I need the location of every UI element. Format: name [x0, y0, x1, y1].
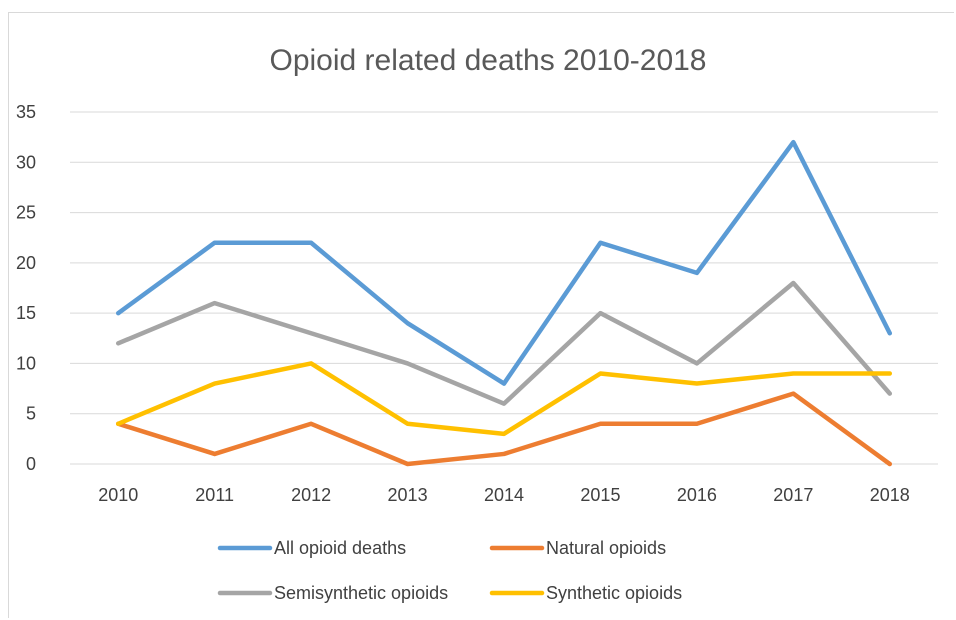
x-tick-label: 2012 — [291, 485, 331, 505]
legend-label: Synthetic opioids — [546, 583, 682, 603]
series-line-2 — [115, 280, 893, 406]
x-tick-label: 2017 — [773, 485, 813, 505]
y-axis-ticks: 0 5 10 15 20 25 30 35 — [16, 102, 36, 474]
y-tick-label: 20 — [16, 253, 36, 273]
chart-area — [8, 12, 954, 618]
y-tick-label: 10 — [16, 353, 36, 373]
y-tick-label: 25 — [16, 203, 36, 223]
x-tick-label: 2016 — [677, 485, 717, 505]
legend-label: Natural opioids — [546, 538, 666, 558]
legend: All opioid deaths Natural opioids Semisynt… — [217, 538, 682, 603]
y-tick-label: 35 — [16, 102, 36, 122]
y-tick-label: 5 — [26, 404, 36, 424]
y-tick-label: 0 — [26, 454, 36, 474]
x-axis-ticks: 2010 2011 2012 2013 2014 2015 2016 2017 2018 — [98, 485, 910, 505]
x-tick-label: 2013 — [388, 485, 428, 505]
legend-label: All opioid deaths — [274, 538, 406, 558]
series-lines — [115, 139, 893, 467]
legend-label: Semisynthetic opioids — [274, 583, 448, 603]
y-tick-label: 15 — [16, 303, 36, 323]
series-line-1 — [115, 391, 893, 467]
x-tick-label: 2011 — [195, 485, 234, 505]
x-tick-label: 2010 — [98, 485, 138, 505]
gridlines — [70, 111, 938, 465]
x-tick-label: 2015 — [580, 485, 620, 505]
x-tick-label: 2014 — [484, 485, 524, 505]
series-line-3 — [115, 361, 893, 437]
chart-title: Opioid related deaths 2010-2018 — [270, 44, 707, 77]
x-tick-label: 2018 — [870, 485, 910, 505]
y-tick-label: 30 — [16, 152, 36, 172]
series-line-0 — [115, 139, 893, 386]
